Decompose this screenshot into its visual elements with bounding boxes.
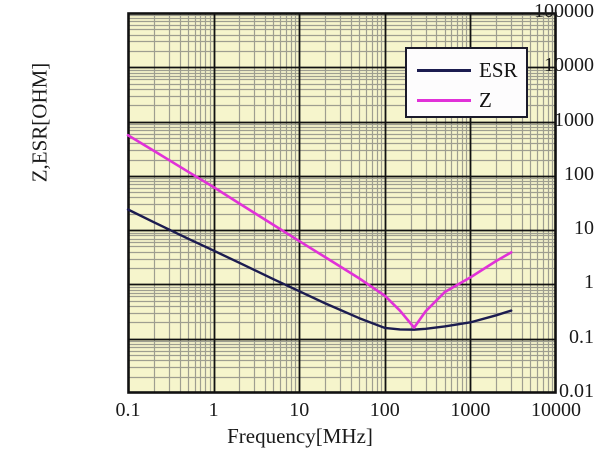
chart-legend: ESR Z — [405, 47, 528, 118]
x-tick-label: 10 — [289, 399, 310, 421]
y-tick-label: 0.01 — [559, 380, 594, 402]
x-tick-label: 10000 — [531, 399, 581, 421]
legend-item-esr: ESR — [407, 57, 526, 83]
y-tick-label: 100 — [564, 162, 594, 185]
legend-label-z: Z — [479, 88, 492, 112]
y-tick-label: 1 — [584, 271, 594, 294]
y-tick-label: 10 — [574, 217, 594, 240]
y-tick-label: 1000 — [554, 108, 594, 131]
x-tick-label: 0.1 — [115, 399, 141, 421]
x-tick-label: 1 — [208, 399, 219, 421]
y-tick-label: 100000 — [534, 0, 594, 22]
y-tick-label: 0.1 — [569, 325, 594, 348]
legend-swatch-z — [417, 99, 471, 102]
legend-swatch-esr — [417, 69, 471, 72]
x-axis-label: Frequency[MHz] — [227, 424, 373, 448]
y-tick-label: 10000 — [544, 54, 594, 77]
x-tick-label: 1000 — [450, 399, 491, 421]
legend-item-z: Z — [407, 87, 526, 113]
y-axis-label: Z,ESR[OHM] — [27, 62, 52, 183]
legend-label-esr: ESR — [479, 58, 518, 82]
x-tick-label: 100 — [369, 399, 400, 421]
